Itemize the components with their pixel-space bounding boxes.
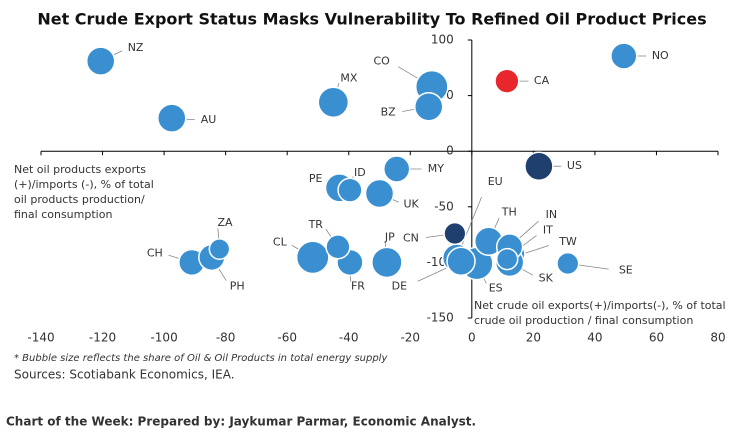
point-label: CN bbox=[403, 231, 419, 244]
point-label: NO bbox=[652, 49, 669, 62]
point-label: ES bbox=[489, 282, 503, 295]
x-tick-label: -100 bbox=[150, 331, 177, 345]
chart-title: Net Crude Export Status Masks Vulnerabil… bbox=[37, 10, 706, 29]
x-tick-label: -60 bbox=[277, 331, 297, 345]
y-tick-label: 0 bbox=[446, 144, 454, 158]
bubble bbox=[371, 246, 403, 279]
bubble bbox=[383, 155, 411, 183]
x-tick-label: 0 bbox=[468, 331, 476, 345]
point-label: JP bbox=[384, 230, 395, 243]
bubble bbox=[413, 91, 444, 122]
y-tick-label: -50 bbox=[434, 199, 454, 213]
point-label: CA bbox=[534, 74, 550, 87]
bubble bbox=[446, 246, 476, 277]
point-label: UK bbox=[404, 197, 420, 210]
point-label: SK bbox=[539, 271, 554, 284]
point-label: MY bbox=[428, 162, 444, 175]
point-label: SE bbox=[619, 264, 633, 277]
y-tick-label: -150 bbox=[427, 311, 454, 325]
x-axis-title: crude oil production / final consumption bbox=[474, 314, 693, 327]
footnote: * Bubble size reflects the share of Oil … bbox=[14, 353, 388, 364]
credit: Chart of the Week: Prepared by: Jaykumar… bbox=[6, 415, 476, 429]
point-label: ZA bbox=[217, 216, 233, 229]
bubble bbox=[157, 103, 187, 133]
point-label: NZ bbox=[128, 41, 144, 54]
y-axis-title: (+)/imports (-), % of total bbox=[14, 178, 154, 191]
point-label: MX bbox=[340, 71, 357, 84]
x-axis-title: Net crude oil exports(+)/imports(-), % o… bbox=[474, 299, 726, 312]
point-label: PH bbox=[230, 279, 245, 292]
y-axis-title: oil products production/ bbox=[14, 193, 145, 206]
point-label: CL bbox=[273, 235, 288, 248]
bubble bbox=[610, 42, 638, 70]
y-axis-title: Net oil products exports bbox=[14, 163, 146, 176]
point-label: CH bbox=[147, 246, 163, 259]
bubble bbox=[317, 86, 350, 119]
point-label: DE bbox=[392, 279, 407, 292]
bubble bbox=[85, 46, 116, 76]
point-label: EU bbox=[488, 175, 503, 188]
point-label: IN bbox=[546, 208, 557, 221]
x-tick-label: -120 bbox=[89, 331, 116, 345]
bubble bbox=[556, 251, 580, 276]
x-tick-label: -140 bbox=[27, 331, 54, 345]
bubble bbox=[494, 68, 520, 94]
x-tick-label: 20 bbox=[526, 331, 541, 345]
bubble bbox=[364, 178, 395, 209]
point-label: TW bbox=[558, 235, 577, 248]
point-label: ID bbox=[354, 166, 366, 179]
point-label: CO bbox=[373, 55, 390, 68]
bubble bbox=[295, 240, 330, 275]
point-label: US bbox=[567, 159, 582, 172]
bubble bbox=[443, 221, 467, 246]
point-label: AU bbox=[201, 113, 217, 126]
y-axis-title: final consumption bbox=[14, 208, 112, 221]
bubble bbox=[325, 234, 351, 260]
bubble bbox=[524, 151, 554, 181]
point-label: FR bbox=[351, 279, 365, 292]
point-label: BZ bbox=[381, 106, 397, 119]
y-tick-label: 100 bbox=[431, 33, 454, 47]
bubble bbox=[208, 238, 231, 260]
x-tick-label: -20 bbox=[400, 331, 420, 345]
point-label: TR bbox=[308, 218, 324, 231]
x-tick-label: 80 bbox=[710, 331, 725, 345]
bubble bbox=[337, 177, 363, 203]
point-label: PE bbox=[309, 172, 323, 185]
x-tick-label: -40 bbox=[339, 331, 359, 345]
bubble bbox=[495, 247, 519, 271]
source: Sources: Scotiabank Economics, IEA. bbox=[14, 368, 235, 382]
point-label: TH bbox=[501, 205, 517, 218]
x-tick-label: 60 bbox=[649, 331, 664, 345]
x-tick-label: -80 bbox=[216, 331, 236, 345]
point-label: IT bbox=[543, 224, 553, 237]
x-tick-label: 40 bbox=[587, 331, 602, 345]
